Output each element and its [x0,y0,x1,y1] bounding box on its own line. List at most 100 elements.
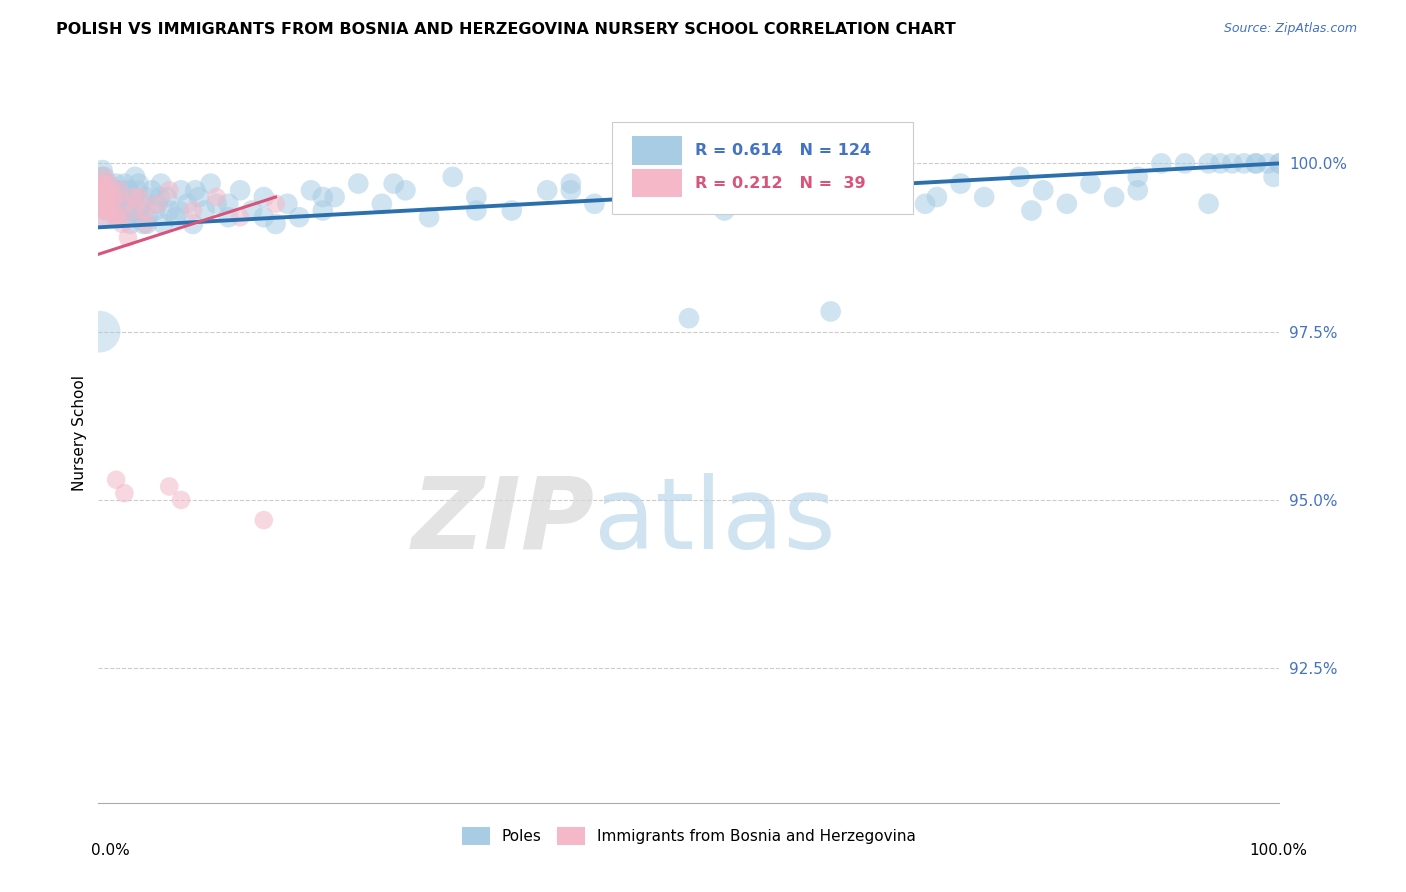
Point [1268,156,1291,170]
Point [299,183,322,197]
Point [181,217,204,231]
Point [100,196,122,211]
Text: R = 0.614   N = 124: R = 0.614 N = 124 [695,143,870,158]
Point [1263,169,1285,184]
Point [90,169,112,184]
Point [124,169,146,184]
Point [89,183,111,197]
Point [136,211,159,225]
Point [110,183,132,197]
Point [111,217,134,231]
Point [240,203,263,218]
Point [128,177,150,191]
Point [217,196,239,211]
Point [93,196,115,211]
Point [583,196,606,211]
Point [90,177,112,191]
Point [654,190,676,204]
Point [678,311,700,326]
Point [105,211,128,225]
Point [97,203,120,218]
Point [91,163,114,178]
Point [96,203,118,218]
Point [1056,196,1078,211]
Point [1021,203,1043,218]
Point [167,203,190,218]
Point [737,183,759,197]
Point [156,190,179,204]
Point [132,217,155,231]
Point [181,203,204,218]
Point [1032,183,1054,197]
Point [91,196,114,211]
Point [157,479,180,493]
Point [1150,156,1173,170]
Point [150,177,173,191]
Point [98,190,121,204]
Point [149,190,172,204]
Point [93,169,115,184]
Point [217,211,239,225]
Point [1008,169,1031,184]
Point [170,492,193,507]
Point [1209,156,1232,170]
Point [117,196,139,211]
Point [96,190,118,204]
Point [1257,156,1279,170]
Point [120,217,142,231]
Point [157,183,180,197]
Point [288,211,311,225]
Point [91,177,114,191]
Point [146,196,169,211]
Point [394,183,416,197]
Point [831,190,853,204]
Point [1198,196,1220,211]
Point [112,486,135,500]
Point [111,203,134,218]
Text: Source: ZipAtlas.com: Source: ZipAtlas.com [1223,22,1357,36]
Point [187,190,209,204]
Point [1220,156,1243,170]
Point [122,190,145,204]
Point [91,183,114,197]
Point [890,183,912,197]
Point [229,211,252,225]
Point [371,196,394,211]
Point [135,217,157,231]
Text: 100.0%: 100.0% [1250,843,1308,858]
Point [98,177,121,191]
Point [713,203,735,218]
Point [108,183,131,197]
Point [97,203,120,218]
FancyBboxPatch shape [612,121,914,214]
Point [1244,156,1267,170]
Point [128,190,150,204]
Text: ZIP: ZIP [412,473,595,570]
Point [796,177,818,191]
Point [97,177,120,191]
Point [135,217,157,231]
Point [89,190,111,204]
Point [205,196,228,211]
Point [1126,169,1149,184]
Point [91,211,114,225]
Point [135,190,157,204]
Point [143,203,166,218]
Point [122,190,145,204]
Point [165,211,187,225]
Point [122,203,145,218]
Point [112,177,135,191]
Point [772,196,794,211]
Point [465,203,488,218]
Point [264,196,287,211]
Point [129,196,152,211]
Point [229,183,252,197]
Y-axis label: Nursery School: Nursery School [72,375,87,491]
Point [94,211,117,225]
Point [441,169,464,184]
Point [112,196,135,211]
Point [97,190,120,204]
Point [152,217,174,231]
Point [323,190,346,204]
Point [949,177,972,191]
